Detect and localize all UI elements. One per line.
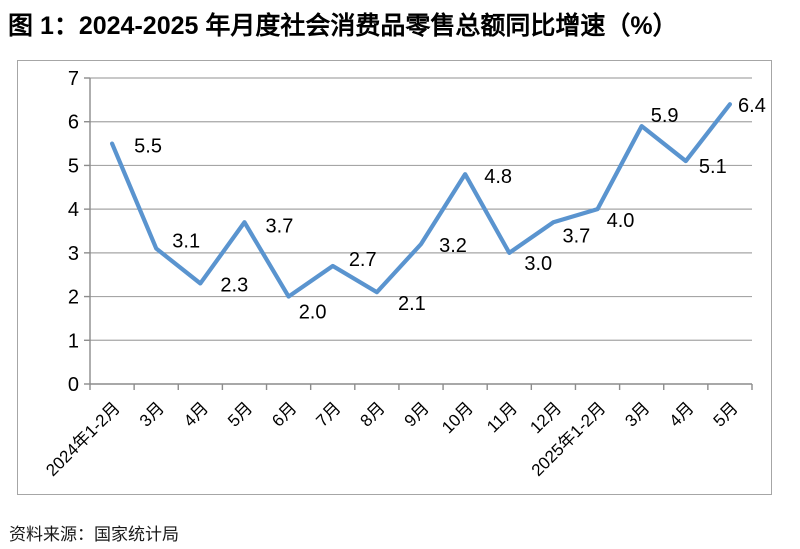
- x-axis-category-label: 5月: [224, 398, 256, 430]
- data-point-label: 2.3: [220, 274, 248, 296]
- x-axis-category-label: 4月: [180, 398, 212, 430]
- data-point-label: 2.0: [299, 302, 327, 324]
- y-axis-tick-label: 3: [68, 243, 79, 265]
- y-axis-tick-label: 7: [68, 68, 79, 90]
- x-axis-category-label: 10月: [438, 398, 477, 437]
- y-axis-tick-label: 0: [68, 374, 79, 396]
- source-note: 资料来源：国家统计局: [9, 525, 179, 544]
- data-point-label: 3.1: [172, 230, 200, 252]
- data-point-label: 3.2: [439, 235, 467, 257]
- x-axis-category-label: 2024年1-2月: [42, 398, 124, 480]
- data-point-label: 3.7: [562, 225, 590, 247]
- y-axis-tick-label: 2: [68, 287, 79, 309]
- series-line: [109, 102, 733, 299]
- y-axis-tick-label: 1: [68, 330, 79, 352]
- x-axis-category-label: 3月: [136, 398, 168, 430]
- x-axis-category-label: 6月: [268, 398, 300, 430]
- x-axis-category-label: 11月: [483, 398, 521, 436]
- data-point-label: 2.1: [398, 293, 426, 315]
- chart-container: 0 1 2 3 4 5 6 7 2024年1-2月 3月 4月 5月 6月 7月 8月 9月 10月 11月 12月…: [17, 60, 772, 495]
- data-point-label: 5.5: [134, 136, 162, 158]
- x-axis-category-label: 5月: [710, 398, 742, 430]
- chart-figure-title: 图 1：2024-2025 年月度社会消费品零售总额同比增速（%）: [8, 12, 678, 40]
- y-axis-tick-label: 6: [68, 112, 79, 134]
- data-point-label: 4.8: [484, 166, 512, 188]
- data-point-label: 2.7: [349, 249, 377, 271]
- x-axis-category-label: 4月: [665, 398, 697, 430]
- x-axis-category-label: 3月: [621, 398, 653, 430]
- data-point-label: 6.4: [738, 95, 766, 117]
- x-axis-category-label: 9月: [401, 398, 433, 430]
- data-point-label: 3.7: [266, 215, 294, 237]
- data-point-label: 5.9: [651, 105, 679, 127]
- x-axis-category-label: 8月: [357, 398, 389, 430]
- x-axis-category-label: 7月: [312, 398, 344, 430]
- y-axis-tick-label: 4: [68, 199, 79, 221]
- x-axis-category-label: 12月: [526, 398, 565, 437]
- data-point-label: 5.1: [699, 156, 727, 178]
- line-chart: 0 1 2 3 4 5 6 7 2024年1-2月 3月 4月 5月 6月 7月 8月 9月 10月 11月 12月…: [42, 68, 766, 480]
- data-point-label: 4.0: [607, 210, 635, 232]
- y-axis-tick-label: 5: [68, 155, 79, 177]
- data-point-label: 3.0: [524, 253, 552, 275]
